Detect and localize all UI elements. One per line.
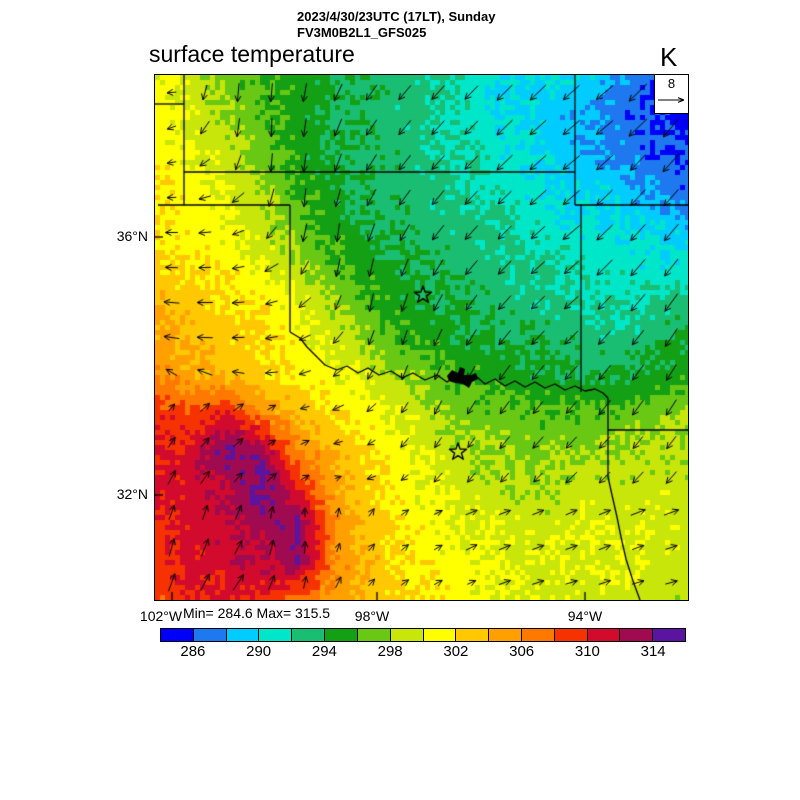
colorbar-segment [521, 629, 555, 641]
temperature-wind-map [155, 75, 688, 600]
colorbar-segment [193, 629, 227, 641]
colorbar-segment [620, 629, 654, 641]
colorbar-tick-label: 314 [640, 643, 666, 660]
colorbar-segment [587, 629, 621, 641]
minmax-label: Min= 284.6 Max= 315.5 [183, 605, 331, 621]
lon-label: 102°W [139, 608, 183, 624]
colorbar-segment [325, 629, 358, 641]
plot-title: surface temperature [149, 41, 355, 67]
colorbar-segment [226, 629, 260, 641]
colorbar-tick-label: 290 [246, 643, 272, 660]
colorbar-tick-label: 298 [377, 643, 403, 660]
colorbar-segment [489, 629, 522, 641]
wind-reference-arrow-icon [658, 97, 685, 103]
colorbar-tick-label: 294 [311, 643, 337, 660]
wind-reference-value: 8 [667, 76, 676, 91]
lat-label: 32°N [116, 486, 148, 502]
title-datetime: 2023/4/30/23UTC (17LT), Sunday [297, 9, 496, 24]
colorbar-segment [423, 629, 457, 641]
colorbar-segment [456, 629, 490, 641]
colorbar-segment [259, 629, 293, 641]
colorbar-tick-label: 310 [574, 643, 600, 660]
colorbar-tick-label: 286 [180, 643, 206, 660]
colorbar-segment [653, 629, 685, 641]
title-model-name: FV3M0B2L1_GFS025 [297, 25, 427, 40]
colorbar-tick-label: 306 [509, 643, 535, 660]
wind-reference-box: 8 [654, 75, 688, 114]
title-block: 2023/4/30/23UTC (17LT), Sunday FV3M0B2L1… [297, 9, 495, 41]
colorbar-segment [292, 629, 326, 641]
colorbar-tick-label: 302 [443, 643, 469, 660]
colorbar-segment [357, 629, 391, 641]
colorbar-segment [390, 629, 424, 641]
lon-label: 98°W [354, 608, 390, 624]
lat-label: 36°N [116, 228, 148, 244]
lon-label: 94°W [567, 608, 603, 624]
map-frame: 8 [154, 74, 689, 601]
colorbar-segment [161, 629, 194, 641]
temperature-colorbar [160, 628, 686, 642]
unit-label: K [660, 42, 678, 72]
colorbar-segment [554, 629, 588, 641]
